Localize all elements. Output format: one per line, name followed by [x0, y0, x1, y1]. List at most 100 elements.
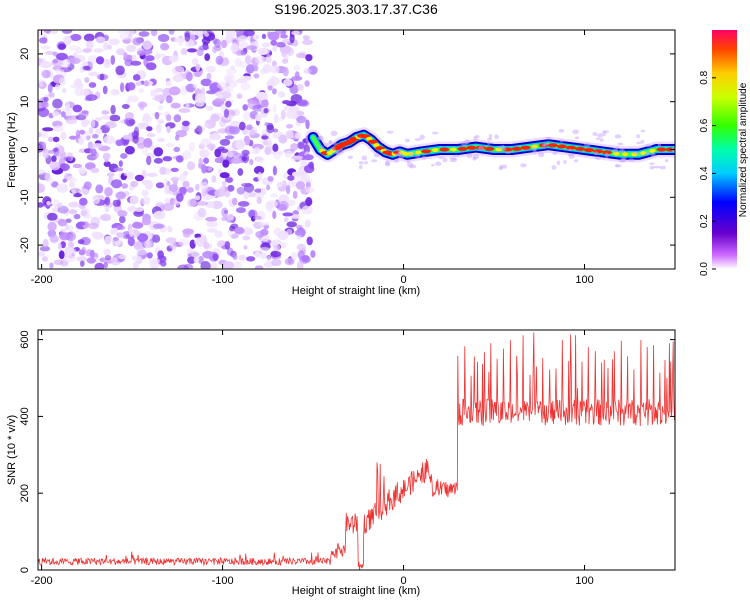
track-speckle	[645, 144, 653, 148]
noise-blob	[38, 143, 44, 153]
noise-blob	[117, 210, 128, 218]
signal-track-core	[656, 147, 667, 152]
signal-track-core	[366, 136, 373, 141]
track-speckle	[336, 149, 340, 155]
noise-blob	[109, 257, 118, 262]
noise-blob	[143, 80, 150, 87]
colorbar-tick-label: 0.8	[699, 70, 710, 84]
noise-blob	[272, 165, 277, 176]
track-speckle	[414, 154, 421, 158]
noise-blob	[157, 137, 165, 143]
colorbar-gradient	[712, 30, 737, 269]
noise-blob	[115, 191, 126, 200]
noise-blob	[102, 42, 109, 51]
noise-blob	[224, 190, 231, 198]
noise-blob	[152, 234, 161, 243]
noise-blob	[219, 138, 231, 146]
noise-blob	[305, 186, 315, 194]
noise-blob	[141, 115, 153, 124]
track-speckle	[533, 149, 537, 155]
noise-blob	[303, 154, 314, 161]
noise-blob	[79, 197, 88, 206]
noise-blob	[214, 230, 223, 238]
noise-blob	[74, 87, 84, 97]
noise-blob	[206, 72, 212, 80]
noise-blob	[122, 134, 132, 140]
snr-xtick-label: 100	[575, 575, 593, 587]
noise-blob	[66, 102, 70, 112]
noise-blob	[95, 128, 103, 134]
track-speckle	[568, 148, 573, 152]
noise-blob	[227, 213, 234, 221]
signal-track-core	[402, 151, 409, 156]
noise-blob	[170, 176, 180, 182]
noise-blob	[72, 163, 82, 169]
noise-blob	[266, 255, 272, 263]
noise-blob	[112, 199, 121, 207]
track-speckle	[568, 154, 575, 159]
track-speckle	[338, 148, 344, 154]
noise-blob	[93, 48, 104, 53]
signal-track-core	[432, 148, 439, 153]
noise-blob	[86, 257, 96, 264]
noise-blob	[300, 161, 308, 167]
noise-blob	[203, 122, 209, 128]
noise-blob	[261, 33, 267, 40]
noise-blob	[290, 76, 303, 81]
noise-blob	[202, 251, 214, 259]
noise-blob	[247, 192, 256, 198]
noise-blob	[38, 132, 42, 138]
noise-blob	[127, 95, 139, 103]
track-speckle	[319, 145, 325, 150]
track-speckle	[538, 151, 545, 158]
track-speckle	[324, 142, 329, 147]
noise-blob	[68, 181, 75, 189]
noise-blob	[304, 178, 313, 183]
noise-blob	[200, 181, 209, 191]
noise-blob	[305, 119, 310, 130]
noise-blob	[222, 159, 230, 168]
noise-blob	[214, 97, 227, 103]
noise-blob	[144, 240, 153, 249]
noise-blob	[52, 98, 63, 109]
noise-blob	[278, 134, 288, 144]
noise-blob	[212, 253, 219, 261]
noise-blob	[77, 239, 85, 245]
noise-blob	[90, 167, 100, 173]
spectrogram-xtick-label: 0	[400, 274, 406, 286]
track-speckle	[364, 161, 368, 165]
track-speckle	[330, 130, 338, 136]
snr-ytick-label: 200	[19, 484, 31, 502]
noise-blob	[255, 114, 260, 122]
noise-blob	[280, 242, 288, 249]
noise-blob	[255, 156, 264, 163]
noise-blob	[221, 207, 229, 217]
noise-blob	[124, 59, 134, 67]
noise-blob	[173, 114, 182, 123]
noise-blob	[252, 215, 262, 220]
track-speckle	[477, 145, 485, 151]
noise-blob	[68, 201, 80, 208]
noise-blob	[282, 66, 289, 77]
noise-blob	[131, 54, 137, 63]
noise-blob	[284, 257, 295, 266]
noise-blob	[119, 33, 130, 41]
signal-track-core	[373, 143, 380, 148]
noise-blob	[77, 221, 86, 226]
noise-blob	[153, 147, 164, 157]
noise-blob	[198, 157, 203, 168]
noise-blob	[169, 242, 177, 250]
noise-blob	[195, 125, 203, 135]
signal-track-core	[565, 145, 576, 150]
track-speckle	[617, 142, 624, 146]
noise-blob	[272, 143, 279, 152]
noise-blob	[101, 110, 110, 115]
track-speckle	[618, 148, 626, 154]
noise-blob	[87, 222, 99, 230]
snr-ytick-label: 0	[19, 567, 31, 573]
noise-blob	[57, 202, 63, 209]
noise-blob	[102, 152, 111, 161]
noise-blob	[259, 252, 268, 260]
noise-blob	[249, 159, 254, 166]
noise-blob	[239, 60, 246, 69]
